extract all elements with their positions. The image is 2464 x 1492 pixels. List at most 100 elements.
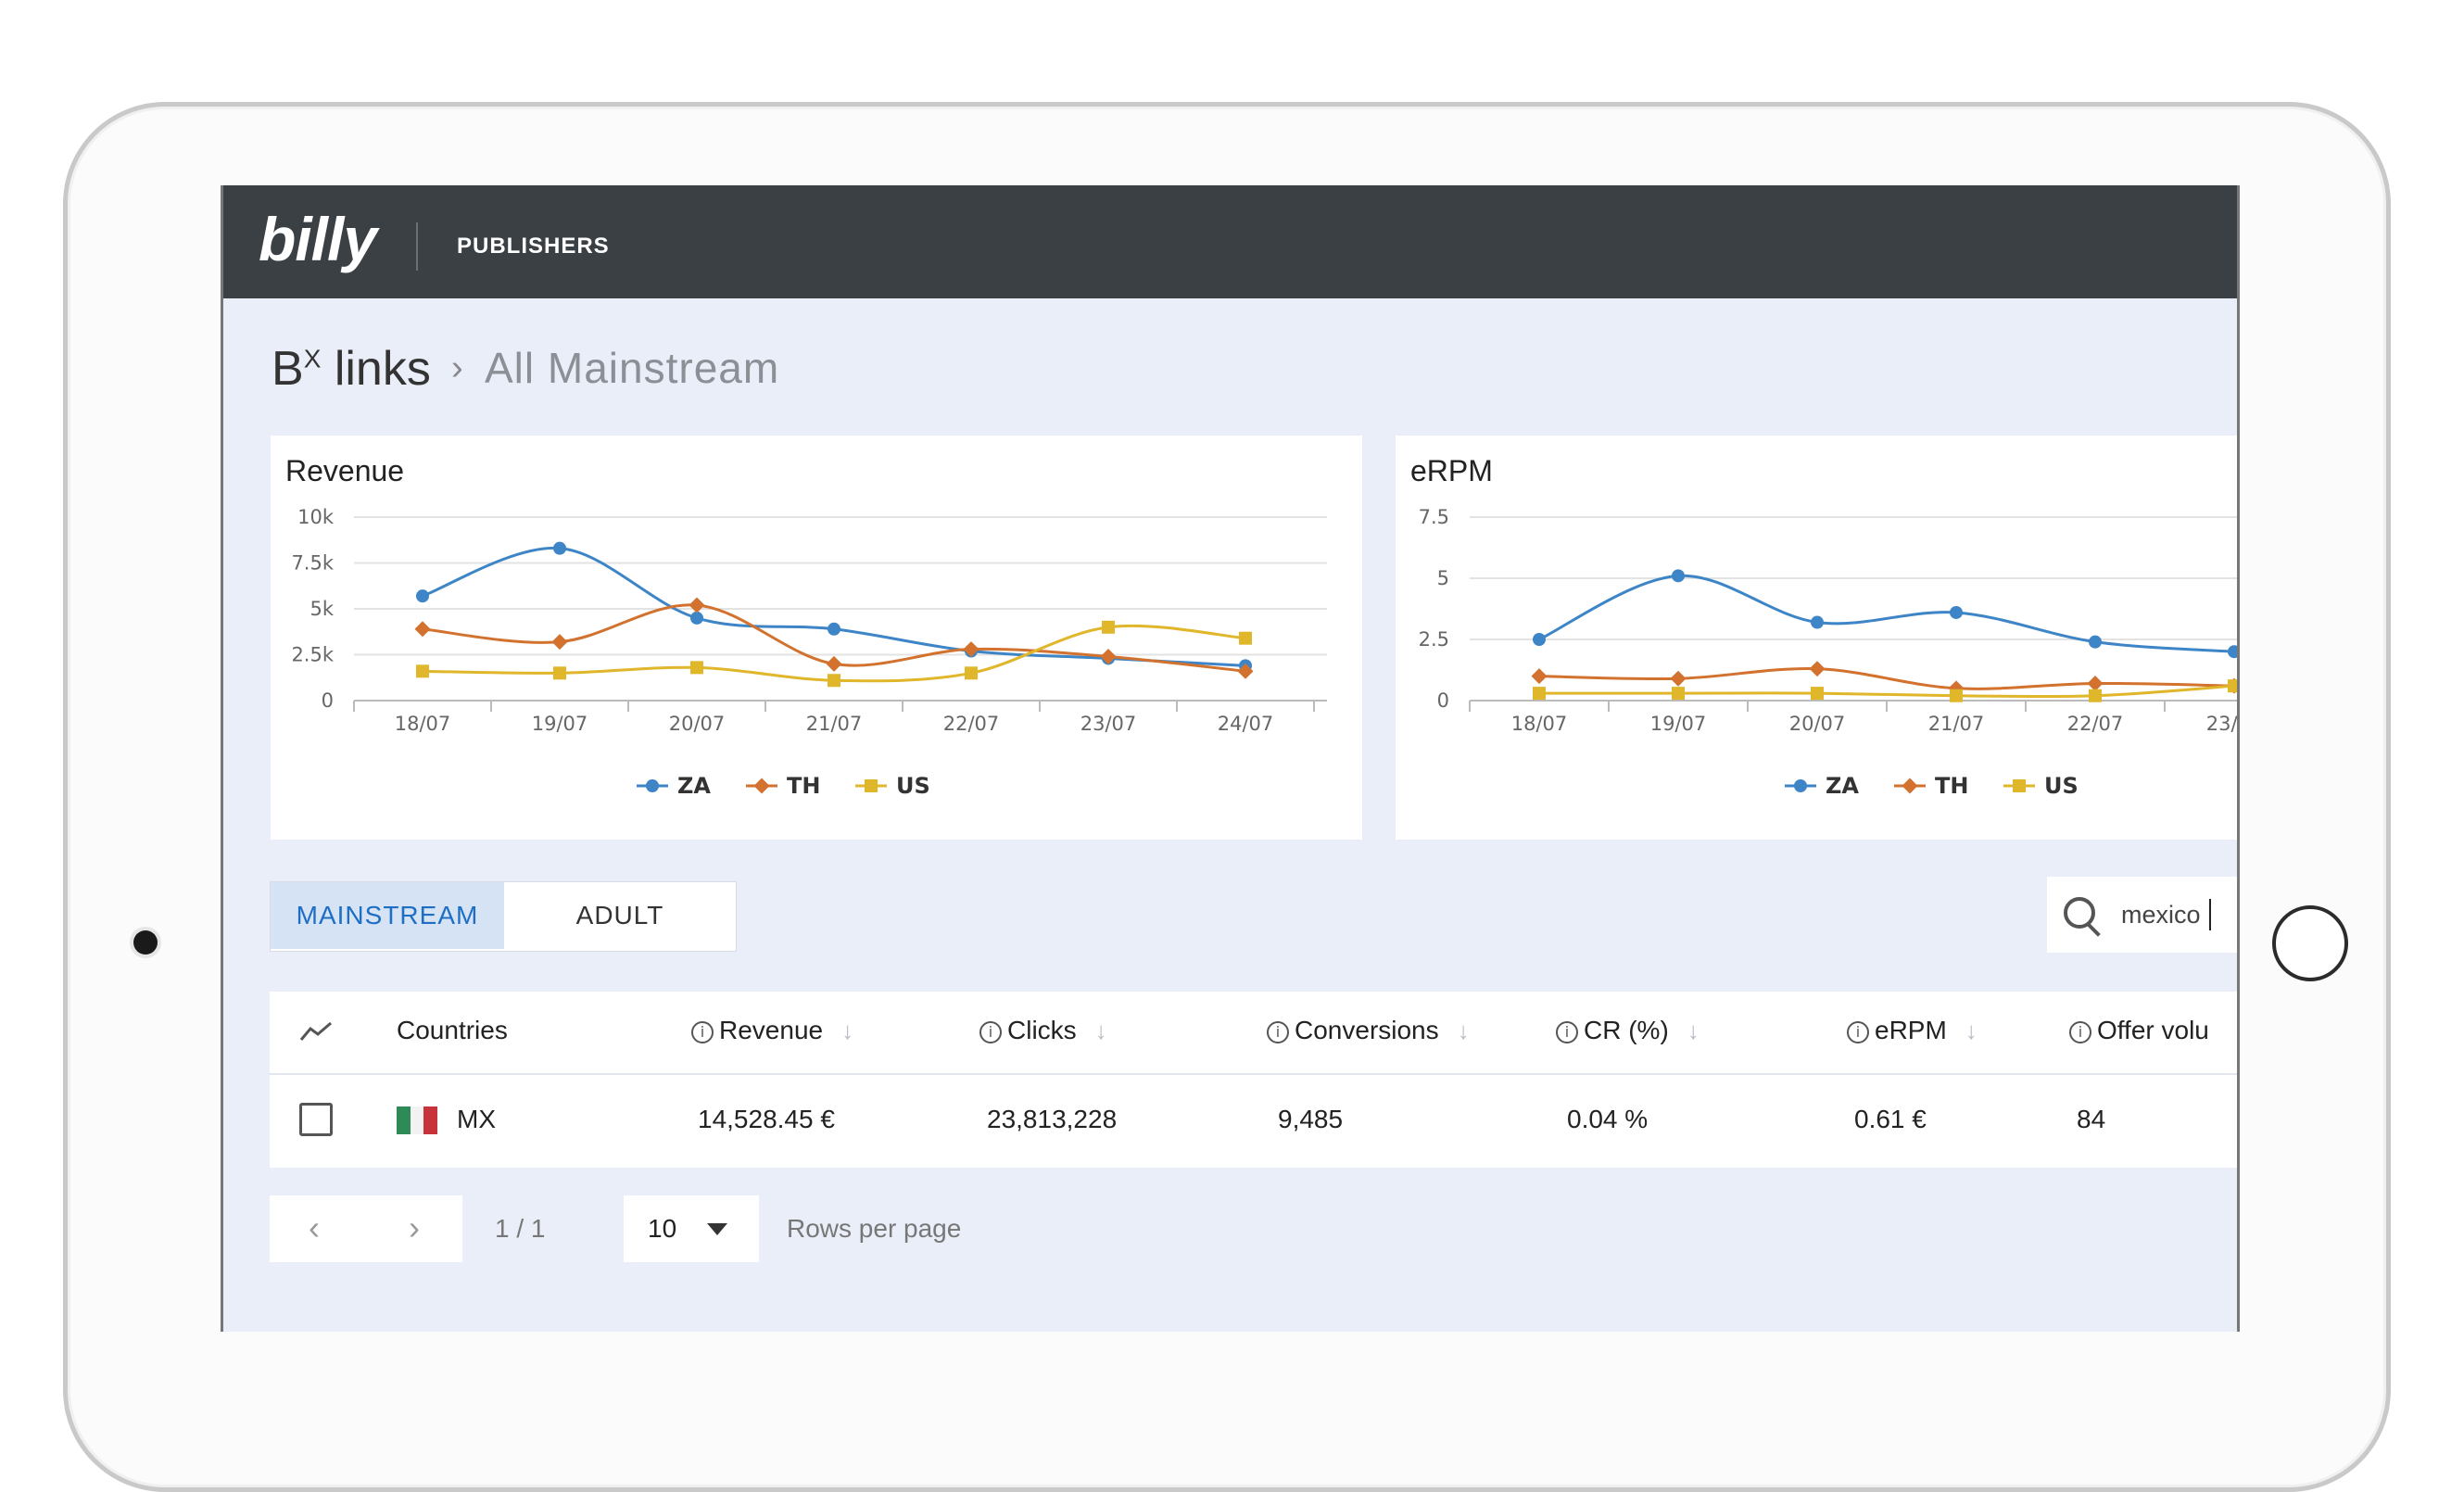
x-tick-label: 19/07 <box>532 713 588 735</box>
breadcrumb-separator: › <box>451 348 463 387</box>
revenue-chart-svg: 0 2.5k 5k 7.5k 10k 18/07 19/07 20/07 21/07 22/07 2… <box>291 506 1327 799</box>
table-row: MX 14,528.45 € 23,813,228 9,485 0.04 % 0… <box>270 1075 2237 1168</box>
cell-cr: 0.04 % <box>1567 1105 1649 1133</box>
sort-down-icon[interactable]: ↓ <box>1457 1017 1470 1044</box>
data-point <box>2228 645 2237 659</box>
trend-icon[interactable] <box>299 1019 335 1043</box>
cell-offer-volume: 84 <box>2077 1105 2106 1133</box>
breadcrumb-root-base: B <box>272 342 304 396</box>
data-point <box>1670 670 1687 687</box>
info-icon[interactable]: i <box>1267 1021 1289 1043</box>
col-clicks[interactable]: i Clicks ↓ <box>979 1016 1107 1045</box>
col-offer-volume-label: Offer volu <box>2097 1016 2209 1044</box>
breadcrumb-root[interactable]: BX links <box>272 341 431 397</box>
x-tick-label: 18/07 <box>1511 713 1568 735</box>
search-box[interactable]: mexico <box>2047 877 2237 953</box>
y-tick-label: 5 <box>1437 567 1449 589</box>
y-tick-label: 0 <box>322 689 334 712</box>
info-icon[interactable]: i <box>979 1021 1002 1043</box>
data-point <box>551 634 568 651</box>
chevron-down-icon <box>707 1223 727 1235</box>
data-point <box>2089 689 2102 702</box>
data-point <box>1531 668 1548 685</box>
billy-logo[interactable]: billy <box>259 205 377 273</box>
legend-label: ZA <box>677 773 711 799</box>
breadcrumb-root-tail: links <box>321 342 431 396</box>
text-caret <box>2209 899 2211 930</box>
data-point <box>1950 689 1963 702</box>
cell-revenue: 14,528.45 € <box>698 1105 835 1133</box>
cell-clicks: 23,813,228 <box>987 1105 1118 1133</box>
page-info: 1 / 1 <box>495 1214 546 1243</box>
legend-label: TH <box>787 773 820 799</box>
erpm-chart-card: eRPM 0 2.5 5 7.5 18/07 19/07 20/07 21/07 22/07 23… <box>1396 436 2237 840</box>
topbar-divider <box>416 222 418 271</box>
data-point <box>828 674 840 688</box>
col-cr[interactable]: i CR (%) ↓ <box>1556 1016 1700 1045</box>
col-revenue-label: Revenue <box>719 1016 824 1044</box>
x-tick-label: 24/07 <box>1218 713 1274 735</box>
x-tick-label: 18/07 <box>395 713 451 735</box>
info-icon[interactable]: i <box>691 1021 714 1043</box>
tab-mainstream[interactable]: MAINSTREAM <box>271 882 504 949</box>
legend-label: ZA <box>1826 773 1859 799</box>
info-icon[interactable]: i <box>1556 1021 1578 1043</box>
rows-per-page-value: 10 <box>648 1214 677 1243</box>
legend-label: US <box>896 773 930 799</box>
next-page-button[interactable]: › <box>409 1208 420 1246</box>
cell-country: MX <box>457 1105 496 1133</box>
col-conversions-label: Conversions <box>1295 1016 1439 1044</box>
col-erpm[interactable]: i eRPM ↓ <box>1847 1016 1978 1045</box>
y-tick-label: 2.5 <box>1419 628 1449 651</box>
x-tick-label: 22/07 <box>943 713 1000 735</box>
series-line-us <box>1539 684 2235 699</box>
data-point <box>1533 633 1546 646</box>
sort-down-icon[interactable]: ↓ <box>1094 1017 1107 1044</box>
screen: billy PUBLISHERS BX links › All Mainstre… <box>221 185 2240 1332</box>
search-icon <box>2064 897 2095 929</box>
y-tick-label: 2.5k <box>291 644 334 666</box>
data-point <box>963 641 979 658</box>
home-button[interactable] <box>2272 905 2348 981</box>
data-point <box>826 655 842 672</box>
y-tick-label: 7.5 <box>1419 506 1449 528</box>
sort-down-icon[interactable]: ↓ <box>841 1017 854 1044</box>
cell-erpm: 0.61 € <box>1854 1105 1927 1133</box>
sort-down-icon[interactable]: ↓ <box>1965 1017 1978 1044</box>
rows-per-page-select[interactable]: 10 <box>624 1195 759 1262</box>
category-tabs: MAINSTREAM ADULT <box>270 881 737 952</box>
y-tick-label: 5k <box>310 598 334 620</box>
col-erpm-label: eRPM <box>1875 1016 1947 1044</box>
col-clicks-label: Clicks <box>1007 1016 1077 1044</box>
x-tick-label: 20/07 <box>669 713 726 735</box>
info-icon[interactable]: i <box>2069 1021 2091 1043</box>
data-point <box>690 611 703 625</box>
revenue-chart-title: Revenue <box>285 454 405 487</box>
row-checkbox[interactable] <box>299 1103 333 1136</box>
data-point <box>1672 569 1685 583</box>
series-line-za <box>1538 574 2235 653</box>
col-offer-volume[interactable]: i Offer volu <box>2069 1016 2209 1045</box>
tab-adult[interactable]: ADULT <box>575 901 664 929</box>
y-tick-label: 0 <box>1437 689 1449 712</box>
x-tick-label: 19/07 <box>1650 713 1707 735</box>
sort-down-icon[interactable]: ↓ <box>1687 1017 1700 1044</box>
cell-conversions: 9,485 <box>1278 1105 1344 1133</box>
x-tick-label: 21/07 <box>806 713 863 735</box>
col-conversions[interactable]: i Conversions ↓ <box>1267 1016 1470 1045</box>
search-input[interactable]: mexico <box>2121 901 2201 929</box>
data-point <box>690 661 703 675</box>
y-tick-label: 10k <box>297 506 335 528</box>
legend-marker <box>646 779 659 792</box>
breadcrumb-current: All Mainstream <box>485 344 780 392</box>
col-countries[interactable]: Countries <box>397 1016 508 1044</box>
legend-marker <box>1902 778 1918 794</box>
prev-page-button[interactable]: ‹ <box>309 1208 320 1246</box>
legend-marker <box>865 779 878 792</box>
col-revenue[interactable]: i Revenue ↓ <box>691 1016 853 1045</box>
data-point <box>828 622 840 636</box>
legend-label: TH <box>1935 773 1968 799</box>
info-icon[interactable]: i <box>1847 1021 1869 1043</box>
x-tick-label: 23/07 <box>1080 713 1137 735</box>
nav-publishers[interactable]: PUBLISHERS <box>457 234 610 259</box>
